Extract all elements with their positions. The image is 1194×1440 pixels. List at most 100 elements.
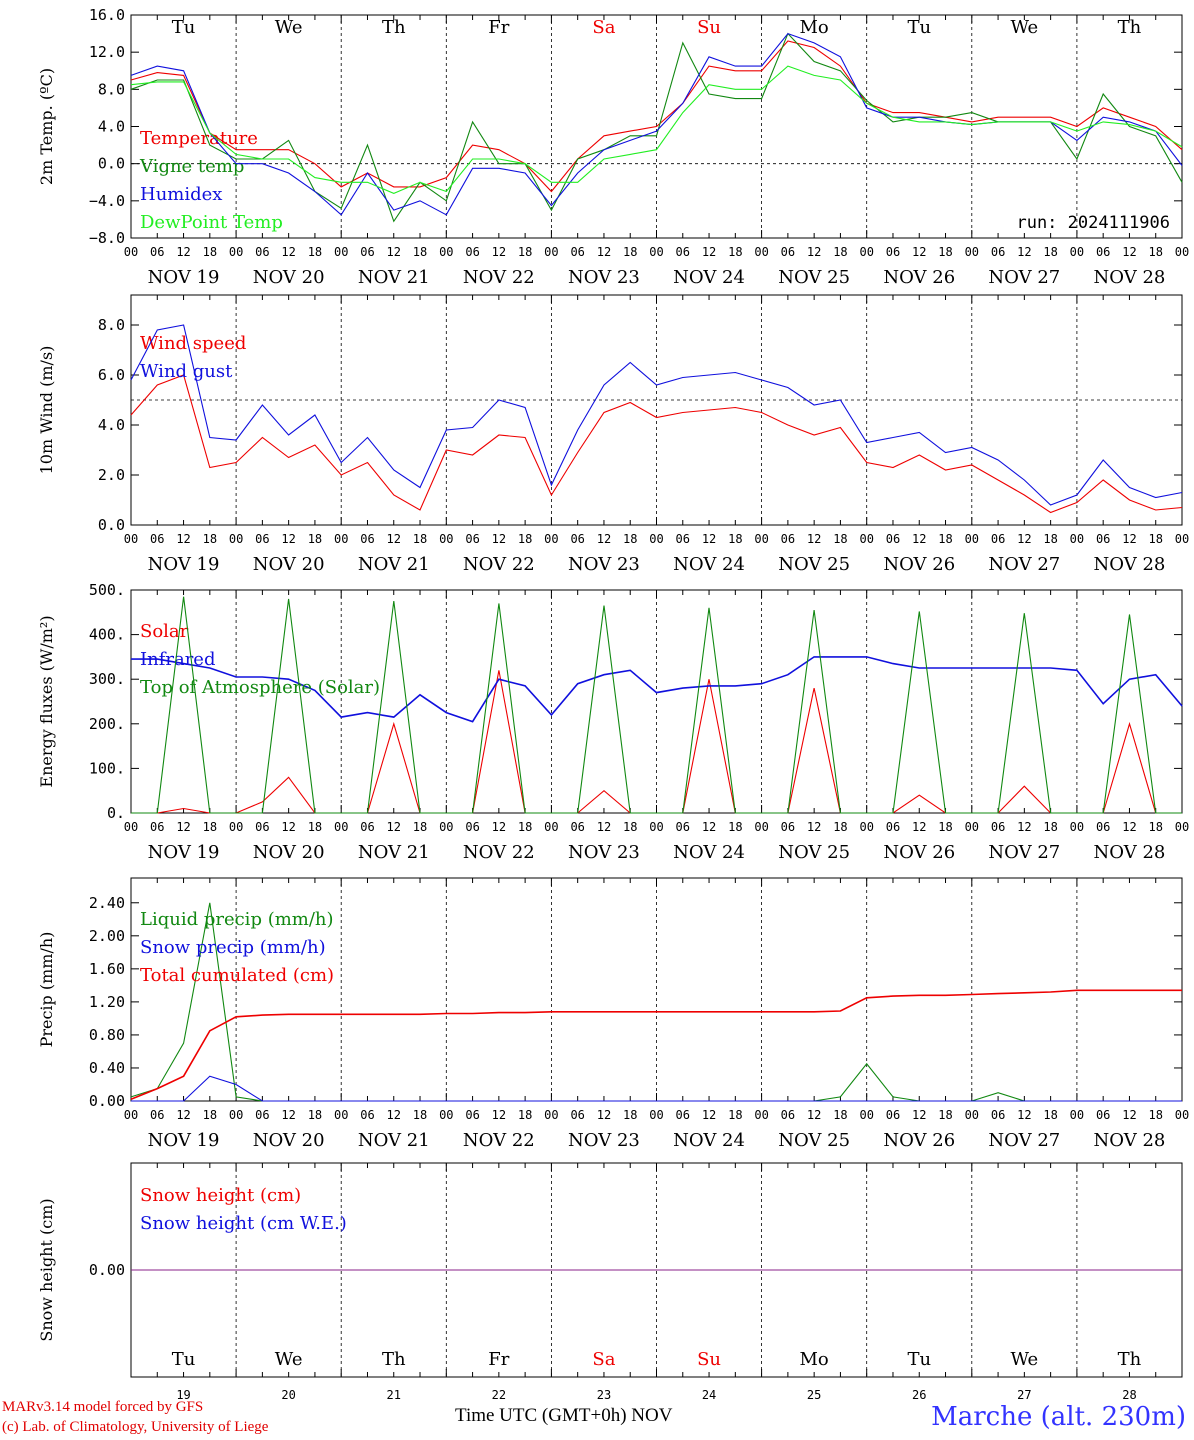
- y-tick-label: 0.: [107, 804, 125, 822]
- y-axis-label: Energy fluxes (W/m²): [37, 615, 56, 787]
- date-label: NOV 26: [883, 554, 955, 575]
- legend-entry: Wind gust: [140, 361, 233, 382]
- date-label: NOV 24: [673, 1130, 745, 1151]
- date-label: NOV 20: [253, 842, 325, 863]
- hour-label: 12: [387, 820, 401, 834]
- hour-label: 06: [465, 532, 479, 546]
- hour-label: 06: [781, 820, 795, 834]
- legend-entry: Liquid precip (mm/h): [140, 909, 334, 930]
- hour-label: 18: [518, 1108, 532, 1122]
- y-tick-label: 300.: [89, 670, 125, 688]
- hour-label: 00: [439, 820, 453, 834]
- y-tick-label: 4.0: [98, 118, 125, 136]
- series-line-wind-gust: [130, 324, 1183, 506]
- panel-1: 16.0 12.0 8.0 4.0 0.0 −4.0 −8.0 2m Temp. (ºC) 00…: [37, 6, 1189, 288]
- run-label: run: 2024111906: [1016, 213, 1170, 233]
- y-axis-label: Precip (mm/h): [37, 932, 56, 1048]
- day-name: Su: [697, 17, 721, 38]
- day-name: Th: [382, 17, 406, 38]
- hour-label: 06: [465, 245, 479, 259]
- day-number: 21: [387, 1388, 401, 1402]
- hour-label: 00: [965, 532, 979, 546]
- hour-label: 00: [649, 1108, 663, 1122]
- day-name: Tu: [172, 1349, 196, 1370]
- hour-label: 06: [991, 532, 1005, 546]
- y-axis-label: 2m Temp. (ºC): [37, 68, 56, 185]
- hour-label: 06: [570, 820, 584, 834]
- hour-label: 12: [807, 245, 821, 259]
- hour-label: 12: [912, 245, 926, 259]
- hour-label: 18: [1043, 1108, 1057, 1122]
- hour-label: 00: [544, 532, 558, 546]
- hour-label: 06: [465, 1108, 479, 1122]
- series-line-snow-precip-mm-h-: [131, 1075, 1182, 1102]
- hour-label: 06: [150, 820, 164, 834]
- hour-label: 06: [150, 532, 164, 546]
- hour-label: 12: [176, 245, 190, 259]
- hour-label: 12: [1122, 1108, 1136, 1122]
- hour-label: 00: [124, 1108, 138, 1122]
- hour-label: 18: [308, 532, 322, 546]
- hour-label: 18: [833, 245, 847, 259]
- hour-label: 06: [991, 1108, 1005, 1122]
- series-line-vigne-temp: [130, 32, 1183, 223]
- hour-label: 06: [570, 1108, 584, 1122]
- date-label: NOV 24: [673, 842, 745, 863]
- hour-label: 00: [229, 532, 243, 546]
- hour-label: 18: [413, 532, 427, 546]
- hour-label: 18: [1148, 532, 1162, 546]
- date-label: NOV 28: [1094, 554, 1166, 575]
- hour-label: 12: [807, 1108, 821, 1122]
- hour-label: 12: [807, 532, 821, 546]
- hour-label: 06: [676, 532, 690, 546]
- y-axis-label: 10m Wind (m/s): [37, 346, 56, 475]
- date-label: NOV 23: [568, 842, 640, 863]
- hour-label: 00: [1070, 532, 1084, 546]
- hour-label: 06: [465, 820, 479, 834]
- hour-label: 18: [203, 245, 217, 259]
- date-label: NOV 21: [358, 1130, 430, 1151]
- hour-label: 06: [150, 1108, 164, 1122]
- date-label: NOV 23: [568, 554, 640, 575]
- legend-entry: Total cumulated (cm): [140, 965, 334, 986]
- day-name: Sa: [592, 17, 615, 38]
- hour-label: 00: [649, 245, 663, 259]
- hour-label: 18: [1043, 245, 1057, 259]
- date-label: NOV 21: [358, 842, 430, 863]
- hour-label: 06: [886, 1108, 900, 1122]
- date-label: NOV 21: [358, 554, 430, 575]
- hour-label: 12: [597, 1108, 611, 1122]
- y-tick-label: 2.00: [89, 927, 125, 945]
- hour-label: 18: [308, 820, 322, 834]
- hour-label: 18: [833, 532, 847, 546]
- hour-label: 12: [807, 820, 821, 834]
- hour-label: 06: [570, 532, 584, 546]
- model-credit: MARv3.14 model forced by GFS: [2, 1399, 204, 1415]
- day-name: Mo: [800, 17, 829, 38]
- legend-entry: Vigne temp: [139, 156, 244, 177]
- hour-label: 12: [1017, 1108, 1031, 1122]
- hour-label: 00: [544, 1108, 558, 1122]
- day-name: Th: [382, 1349, 406, 1370]
- y-tick-label: 500.: [89, 581, 125, 599]
- hour-label: 06: [1096, 532, 1110, 546]
- hour-label: 18: [938, 1108, 952, 1122]
- day-name: Tu: [907, 1349, 931, 1370]
- hour-label: 18: [203, 532, 217, 546]
- date-label: NOV 20: [253, 267, 325, 288]
- hour-label: 00: [544, 245, 558, 259]
- date-label: NOV 23: [568, 1130, 640, 1151]
- hour-label: 18: [728, 820, 742, 834]
- hour-label: 18: [833, 1108, 847, 1122]
- hour-label: 00: [334, 820, 348, 834]
- date-label: NOV 24: [673, 267, 745, 288]
- panel-4: 2.40 2.00 1.60 1.20 0.80 0.40 0.00 Precip (mm/h…: [37, 877, 1189, 1151]
- hour-label: 00: [1070, 1108, 1084, 1122]
- legend-entry: Infrared: [140, 649, 215, 670]
- series-line-infrared: [131, 656, 1183, 723]
- hour-label: 00: [1070, 245, 1084, 259]
- hour-label: 06: [255, 245, 269, 259]
- y-tick-label: −4.0: [89, 192, 125, 210]
- date-label: NOV 22: [463, 1130, 535, 1151]
- series-line-temperature: [130, 40, 1183, 193]
